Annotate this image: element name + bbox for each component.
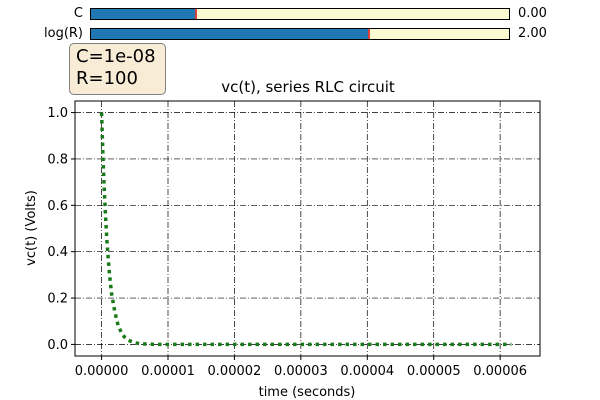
slider-logr-handle[interactable] — [367, 29, 370, 39]
slider-c-track[interactable] — [90, 8, 510, 20]
x-tick-label: 0.00006 — [473, 364, 527, 379]
vc-series-line — [99, 112, 512, 347]
slider-c-label: C — [73, 6, 83, 21]
y-tick-label: 1.0 — [47, 106, 68, 121]
x-tick-label: 0.00004 — [340, 364, 394, 379]
slider-c-handle[interactable] — [194, 9, 197, 19]
y-tick-label: 0.4 — [47, 245, 68, 260]
x-axis-label: time (seconds) — [259, 385, 356, 400]
y-tick-label: 0.8 — [47, 152, 68, 167]
info-capacitance-text: C=1e-08 — [76, 46, 156, 67]
y-axis-ticks: 0.0 0.2 0.4 0.6 0.8 1.0 — [47, 106, 75, 353]
slider-logr-value: 2.00 — [518, 26, 547, 41]
x-tick-label: 0.00003 — [274, 364, 328, 379]
x-axis-ticks: 0.00000 0.00001 0.00002 0.00003 0.00004 0.000… — [75, 356, 527, 379]
y-tick-label: 0.0 — [47, 338, 68, 353]
y-tick-label: 0.2 — [47, 292, 68, 307]
x-tick-label: 0.00002 — [208, 364, 262, 379]
slider-c-value: 0.00 — [518, 6, 547, 21]
y-axis-label: vc(t) (Volts) — [24, 190, 39, 266]
plot-area-frame — [74, 100, 541, 357]
series-layer — [99, 112, 512, 347]
slider-logr-track[interactable] — [90, 28, 510, 40]
slider-c-fill — [91, 9, 196, 19]
x-tick-label: 0.00000 — [75, 364, 129, 379]
x-tick-label: 0.00001 — [141, 364, 195, 379]
slider-logr-label: log(R) — [44, 26, 83, 41]
y-tick-label: 0.6 — [47, 199, 68, 214]
info-resistance-text: R=100 — [76, 68, 138, 89]
x-tick-label: 0.00005 — [407, 364, 461, 379]
grid — [75, 101, 540, 356]
slider-logr-fill — [91, 29, 369, 39]
chart-title: vc(t), series RLC circuit — [221, 78, 395, 96]
parameter-info-box: C=1e-08 R=100 — [69, 43, 166, 95]
